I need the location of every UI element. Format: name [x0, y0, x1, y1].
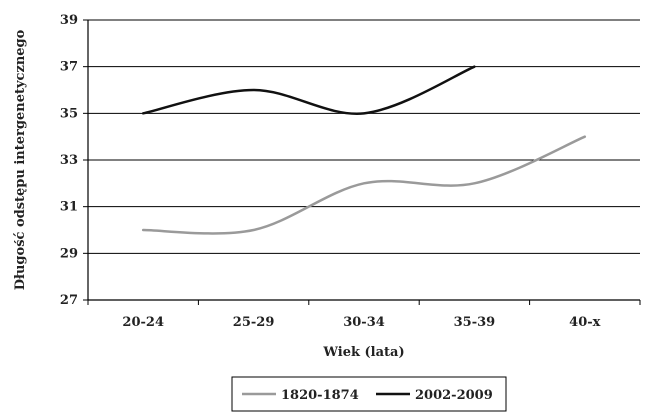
x-tick-labels: 20-24 25-29 30-34 35-39 40-x — [87, 300, 641, 330]
y-tick-label: 39 — [60, 13, 78, 28]
y-tick-labels: 27 29 31 33 35 37 39 — [60, 13, 88, 308]
y-tick-label: 37 — [60, 60, 78, 75]
x-tick-label: 35-39 — [454, 315, 496, 330]
y-tick-label: 27 — [60, 293, 78, 308]
grid-lines — [88, 19, 640, 254]
x-tick-label: 30-34 — [343, 315, 385, 330]
x-tick-label: 40-x — [569, 315, 600, 330]
y-tick-label: 35 — [60, 106, 78, 121]
y-tick-label: 33 — [60, 153, 78, 168]
legend: 1820-1874 2002-2009 — [231, 376, 507, 412]
legend-label-2002-2009: 2002-2009 — [415, 388, 493, 403]
y-axis-title: Długość odstępu intergenetycznego — [13, 29, 28, 290]
series-line-2002-2009 — [141, 65, 476, 115]
series-lines — [141, 65, 587, 235]
legend-box — [231, 376, 507, 412]
x-tick-label: 20-24 — [122, 315, 164, 330]
legend-label-1820-1874: 1820-1874 — [281, 388, 359, 403]
series-line-1820-1874 — [141, 135, 587, 235]
y-tick-label: 29 — [60, 246, 78, 261]
x-tick-label: 25-29 — [233, 315, 275, 330]
y-tick-label: 31 — [60, 200, 78, 215]
x-axis-title: Wiek (lata) — [322, 345, 404, 360]
